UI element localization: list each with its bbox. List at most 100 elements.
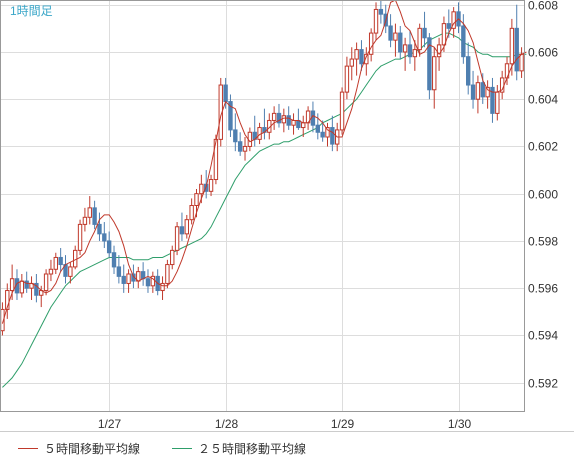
candle (407, 30, 413, 64)
candle (145, 269, 151, 293)
candle-body-down (58, 256, 63, 266)
candle (427, 33, 432, 100)
candle (364, 47, 369, 76)
candle (475, 75, 481, 114)
x-tick-label: 1/29 (331, 417, 355, 431)
candle-body-up (189, 205, 194, 221)
candle-body-up (402, 44, 408, 53)
y-tick-label: 0.598 (528, 235, 558, 249)
candle (121, 264, 126, 293)
candle (237, 132, 243, 156)
candle-body-down (116, 266, 122, 277)
candle-body-up (368, 32, 374, 55)
candle (451, 7, 456, 38)
y-tick-label: 0.608 (528, 0, 558, 13)
candle (43, 269, 49, 296)
candle-body-up (354, 49, 359, 60)
candle-body-up (441, 23, 447, 46)
candle (281, 108, 287, 133)
candle (514, 4, 519, 81)
candle (388, 14, 393, 48)
candle (34, 274, 39, 303)
candle (87, 196, 92, 225)
legend-label-ma5: ５時間移動平均線 (44, 442, 141, 456)
candle-body-up (48, 268, 54, 275)
candle-body-down (407, 44, 413, 58)
candle-body-up (509, 27, 515, 65)
candle (330, 115, 335, 152)
candle-body-up (301, 122, 306, 129)
candle-body-down (470, 84, 476, 100)
chart-title: 1時間足 (10, 4, 53, 18)
ma5-layer (1, 0, 527, 324)
legend: ５時間移動平均線 ２５時間移動平均線 (0, 432, 574, 462)
candle-body-down (106, 240, 112, 254)
candle (242, 137, 248, 161)
candle (495, 85, 500, 121)
candle (417, 23, 422, 57)
legend-item-ma25: ２５時間移動平均線 (172, 440, 306, 457)
candle (208, 174, 214, 197)
candle (92, 200, 97, 230)
candle (354, 42, 359, 76)
candle-body-up (364, 53, 369, 65)
candle-body-down (330, 127, 335, 145)
candle (9, 264, 15, 300)
candle-body-up (432, 56, 437, 91)
candle (82, 207, 88, 232)
candle-body-down (378, 8, 384, 15)
candle-body-up (208, 179, 214, 192)
candle (276, 103, 282, 128)
candle (499, 70, 505, 100)
candle-body-down (466, 56, 471, 86)
candle (24, 271, 29, 293)
candle (116, 255, 122, 284)
axes: 0.592 0.594 0.596 0.598 0.600 0.602 0.604 0.606… (0, 0, 574, 432)
candle-body-up (519, 53, 524, 72)
candle-body-down (320, 131, 325, 138)
candle (359, 40, 364, 71)
candle (5, 283, 10, 319)
candle-body-down (422, 27, 427, 39)
ma25-layer (2, 32, 527, 388)
candle-body-up (242, 145, 248, 152)
candle (136, 266, 141, 289)
candle (257, 122, 262, 145)
candle-body-down (179, 226, 185, 235)
candle (228, 94, 233, 137)
candle-body-up (393, 32, 398, 41)
candle-body-up (43, 273, 49, 292)
candle-body-down (286, 115, 291, 126)
candle (461, 14, 466, 64)
legend-swatch-ma25 (172, 448, 192, 449)
candle-body-up (373, 8, 379, 34)
candle-body-up (325, 127, 330, 138)
candle-body-up (339, 91, 345, 131)
candle (102, 222, 107, 249)
x-tick-label: 1/27 (98, 417, 122, 431)
candle (339, 87, 345, 135)
candle-body-up (53, 256, 58, 270)
candle (383, 4, 388, 34)
candle-body-down (276, 112, 282, 124)
y-tick-label: 0.600 (528, 188, 558, 202)
y-tick-label: 0.602 (528, 140, 558, 154)
candle (165, 259, 170, 289)
candle (140, 262, 146, 286)
candle (68, 262, 73, 284)
candle (14, 269, 20, 300)
candle-body-up (344, 65, 350, 93)
candle-body-up (170, 249, 175, 266)
candle (252, 115, 257, 147)
candle (305, 106, 311, 130)
y-tick-label: 0.592 (528, 377, 558, 391)
y-tick-label: 0.604 (528, 93, 558, 107)
candle-body-down (223, 84, 228, 103)
candle-body-down (514, 27, 519, 72)
candle-body-down (34, 282, 39, 296)
candle-body-up (160, 282, 165, 292)
candle (170, 245, 175, 270)
candle-body-down (480, 82, 485, 98)
candle (73, 245, 78, 270)
